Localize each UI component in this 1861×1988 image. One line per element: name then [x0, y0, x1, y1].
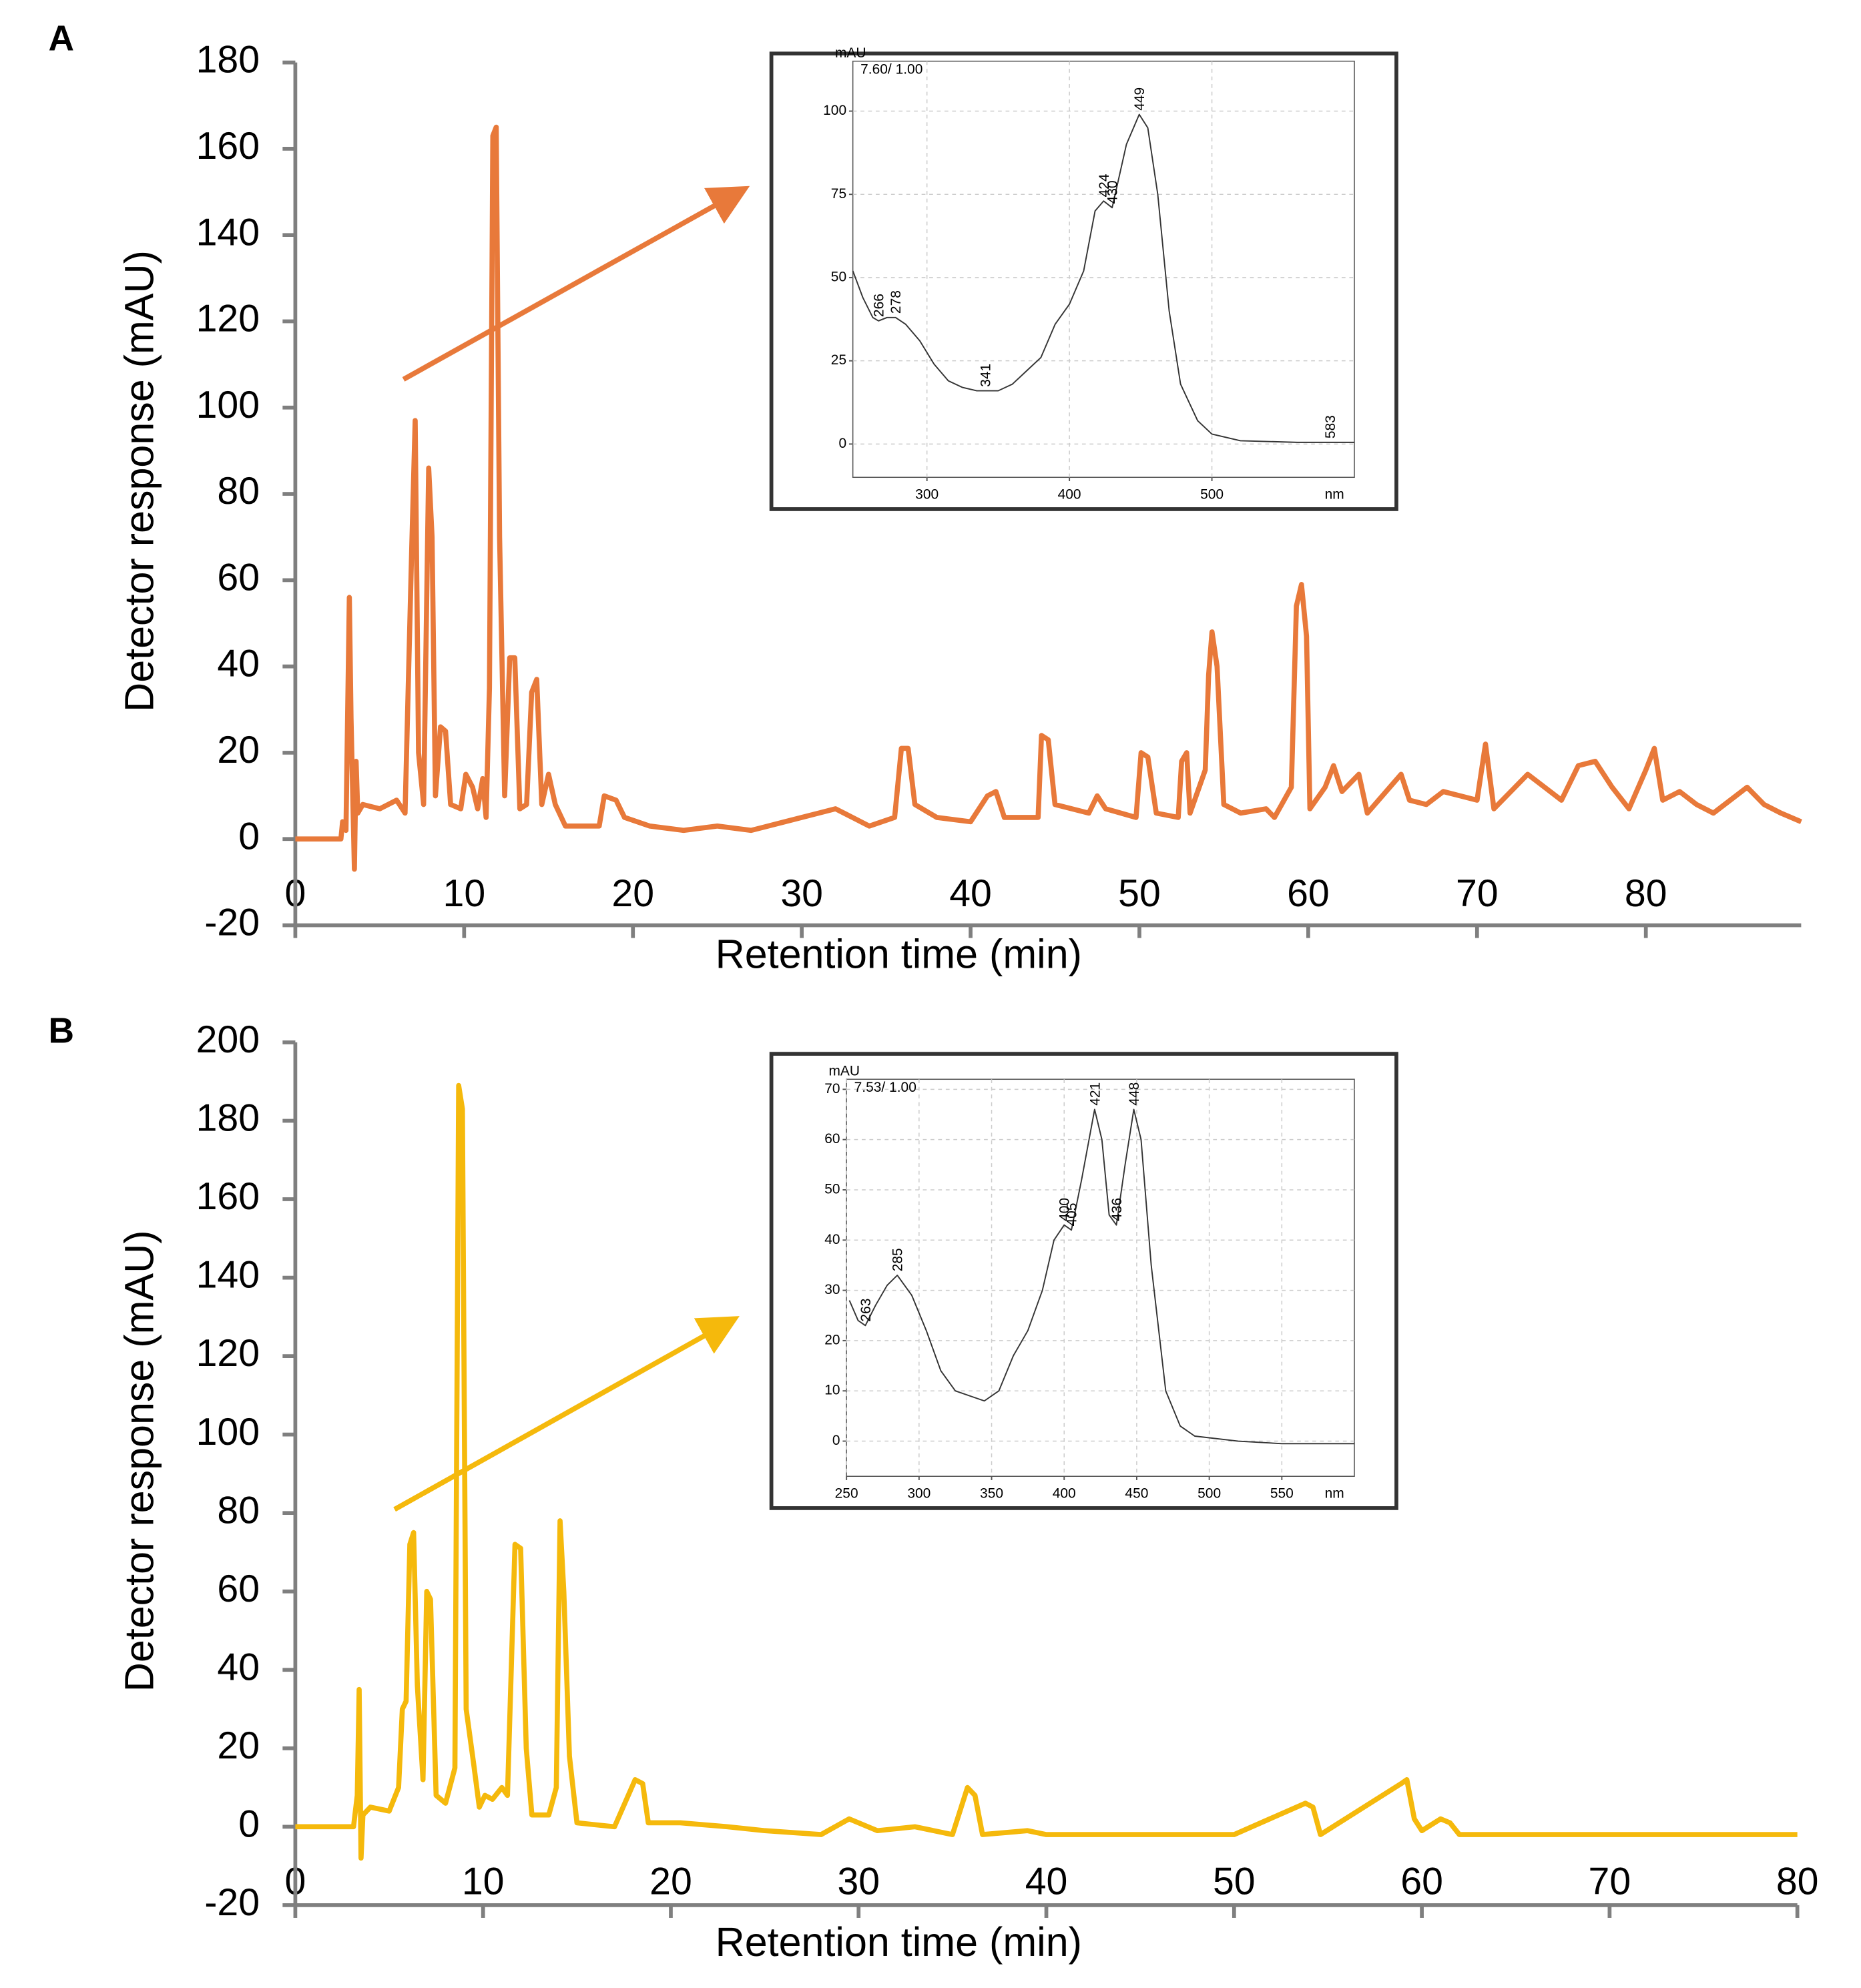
- y-tick-label: 100: [196, 1411, 260, 1453]
- x-tick-label: 250: [835, 1485, 858, 1501]
- y-axis-label: Detector response (mAU): [117, 1230, 162, 1692]
- y-tick-label: 160: [196, 1175, 260, 1218]
- inset-frame: [769, 51, 1398, 511]
- x-tick-label: 10: [462, 1860, 505, 1903]
- x-tick-label: 60: [1287, 872, 1330, 915]
- y-tick-label: 25: [831, 352, 846, 368]
- x-axis-label: nm: [1325, 1485, 1344, 1501]
- y-tick-label: 100: [196, 384, 260, 426]
- y-axis-label: mAU: [828, 1063, 860, 1078]
- data-line: [295, 124, 1802, 872]
- x-tick-label: 70: [1589, 1860, 1631, 1903]
- y-tick-label: 20: [217, 729, 260, 771]
- y-tick-label: 80: [217, 470, 260, 513]
- y-tick-label: 20: [824, 1332, 840, 1347]
- peak-label: 263: [858, 1299, 874, 1322]
- x-tick-label: 80: [1776, 1860, 1819, 1903]
- x-tick-label: 350: [980, 1485, 1003, 1501]
- y-axis-label: Detector response (mAU): [117, 250, 162, 712]
- y-tick-label: 140: [196, 211, 260, 254]
- peak-label: 266: [872, 294, 887, 317]
- arrow: [393, 1316, 740, 1512]
- arrow: [402, 186, 750, 382]
- x-tick-label: 70: [1456, 872, 1499, 915]
- y-tick-label: 0: [832, 1433, 840, 1448]
- x-tick-label: 20: [649, 1860, 692, 1903]
- peak-label: 278: [888, 290, 904, 314]
- peak-label: 448: [1127, 1082, 1142, 1106]
- x-tick-label: 300: [907, 1485, 930, 1501]
- peak-label: 430: [1105, 180, 1121, 204]
- y-tick-label: 0: [238, 815, 260, 858]
- peak-label: 400: [1057, 1198, 1073, 1221]
- plot-frame: [852, 60, 1355, 478]
- y-tick-label: 0: [238, 1802, 260, 1845]
- y-tick-label: 100: [823, 103, 846, 118]
- peak-label: 285: [890, 1248, 906, 1271]
- peak-label: 424: [1097, 174, 1112, 197]
- y-tick-label: 0: [838, 436, 846, 451]
- peak-label: 421: [1087, 1082, 1103, 1106]
- x-axis-label: Retention time (min): [716, 1919, 1082, 1965]
- peak-label: 583: [1323, 415, 1338, 438]
- x-tick-label: 550: [1270, 1485, 1294, 1501]
- y-tick-label: -20: [204, 1881, 260, 1924]
- x-tick-label: 300: [915, 487, 939, 503]
- y-tick-label: 30: [824, 1282, 840, 1297]
- x-tick-label: 50: [1118, 872, 1161, 915]
- x-tick-label: 20: [611, 872, 654, 915]
- x-tick-label: 400: [1053, 1485, 1076, 1501]
- peak-label: 341: [979, 364, 994, 387]
- annotation: 7.60/ 1.00: [860, 62, 922, 77]
- y-tick-label: 20: [217, 1724, 260, 1767]
- y-tick-label: 120: [196, 1332, 260, 1375]
- data-line: [852, 113, 1355, 443]
- y-tick-label: 180: [196, 39, 260, 81]
- data-line: [848, 1108, 1355, 1445]
- y-tick-label: -20: [204, 902, 260, 944]
- y-tick-label: 50: [831, 269, 846, 284]
- y-tick-label: 40: [824, 1232, 840, 1247]
- x-axis-label: nm: [1325, 487, 1344, 503]
- x-tick-label: 30: [837, 1860, 880, 1903]
- inset-frame: [769, 1052, 1398, 1510]
- x-tick-label: 80: [1625, 872, 1667, 915]
- x-axis-label: Retention time (min): [716, 932, 1082, 977]
- x-tick-label: 400: [1058, 487, 1081, 503]
- y-tick-label: 80: [217, 1489, 260, 1532]
- y-tick-label: 120: [196, 298, 260, 340]
- x-tick-label: 40: [1025, 1860, 1068, 1903]
- y-tick-label: 60: [217, 1568, 260, 1610]
- y-tick-label: 40: [217, 643, 260, 685]
- y-tick-label: 60: [824, 1131, 840, 1146]
- y-tick-label: 60: [217, 556, 260, 599]
- x-tick-label: 10: [443, 872, 486, 915]
- x-tick-label: 500: [1200, 487, 1224, 503]
- data-line: [295, 1082, 1798, 1861]
- y-tick-label: 50: [824, 1182, 840, 1197]
- y-tick-label: 40: [217, 1646, 260, 1688]
- y-tick-label: 180: [196, 1097, 260, 1140]
- annotation: 7.53/ 1.00: [854, 1080, 916, 1095]
- y-tick-label: 200: [196, 1018, 260, 1061]
- x-tick-label: 30: [780, 872, 823, 915]
- x-tick-label: 450: [1125, 1485, 1148, 1501]
- peak-label: 405: [1065, 1203, 1080, 1226]
- peak-label: 436: [1109, 1198, 1125, 1221]
- y-tick-label: 75: [831, 186, 846, 202]
- y-tick-label: 160: [196, 125, 260, 168]
- y-tick-label: 140: [196, 1254, 260, 1297]
- y-tick-label: 70: [824, 1081, 840, 1096]
- x-tick-label: 60: [1400, 1860, 1443, 1903]
- panel-label: B: [48, 1012, 74, 1051]
- y-axis-label: mAU: [835, 45, 866, 61]
- peak-label: 449: [1132, 87, 1147, 111]
- y-tick-label: 10: [824, 1383, 840, 1398]
- x-tick-label: 500: [1198, 1485, 1221, 1501]
- x-tick-label: 50: [1213, 1860, 1256, 1903]
- x-tick-label: 40: [949, 872, 992, 915]
- panel-label: A: [48, 19, 74, 58]
